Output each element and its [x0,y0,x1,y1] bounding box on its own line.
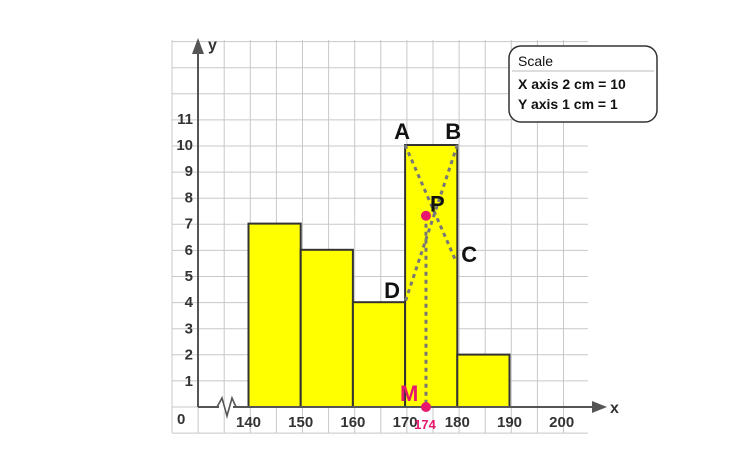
y-tick-7: 7 [185,216,193,233]
y-tick-8: 8 [185,189,193,206]
x-tick-200: 200 [549,414,574,431]
x-tick-190: 190 [497,414,522,431]
scale-y-line: Y axis 1 cm = 1 [518,96,618,112]
x-tick-170: 170 [393,414,418,431]
label-c: C [461,242,477,267]
label-m: M [400,381,418,406]
scale-box-frame [508,45,658,123]
x-tick-180: 180 [445,414,470,431]
line-b-d [403,144,459,303]
bar-180-190 [456,353,511,409]
bar-160-170 [351,301,407,409]
y-tick-5: 5 [185,268,193,285]
bars [247,144,511,409]
label-p: P [430,192,445,217]
y-tick-3: 3 [185,320,193,337]
x-axis-arrow [592,401,607,413]
x-axis-label: x [610,400,619,417]
x-tick-140: 140 [236,414,261,431]
x-tick-160: 160 [340,414,365,431]
annotations: A B C D P M 174 [384,119,477,432]
scale-box: Scale X axis 2 cm = 10 Y axis 1 cm = 1 [508,45,658,123]
y-tick-10: 10 [176,137,193,154]
axis-break-icon [216,395,237,419]
y-tick-1: 1 [185,373,193,390]
y-tick-6: 6 [185,242,193,259]
scale-title: Scale [518,53,553,69]
y-axis-label: y [208,37,217,54]
y-tick-11: 11 [177,111,193,128]
scale-x-line: X axis 2 cm = 10 [518,76,626,92]
x-tick-150: 150 [288,414,313,431]
y-tick-4: 4 [185,294,194,311]
point-p [420,210,431,221]
tick-labels: 0 1 2 3 4 5 6 7 8 9 10 11 140 150 160 170 180 190 200 [176,111,574,431]
label-b: B [445,119,461,144]
label-a: A [394,119,410,144]
point-m [420,402,431,412]
y-axis-arrow [192,38,204,54]
y-tick-9: 9 [185,163,193,180]
mode-value-label: 174 [414,417,436,432]
bar-150-160 [299,248,354,408]
axes: yx [192,37,619,419]
label-d: D [384,278,400,303]
origin-label: 0 [177,411,185,428]
axis-break-gap [219,403,233,411]
y-tick-2: 2 [185,347,193,364]
bar-140-150 [247,222,302,408]
line-a-c [403,144,457,261]
